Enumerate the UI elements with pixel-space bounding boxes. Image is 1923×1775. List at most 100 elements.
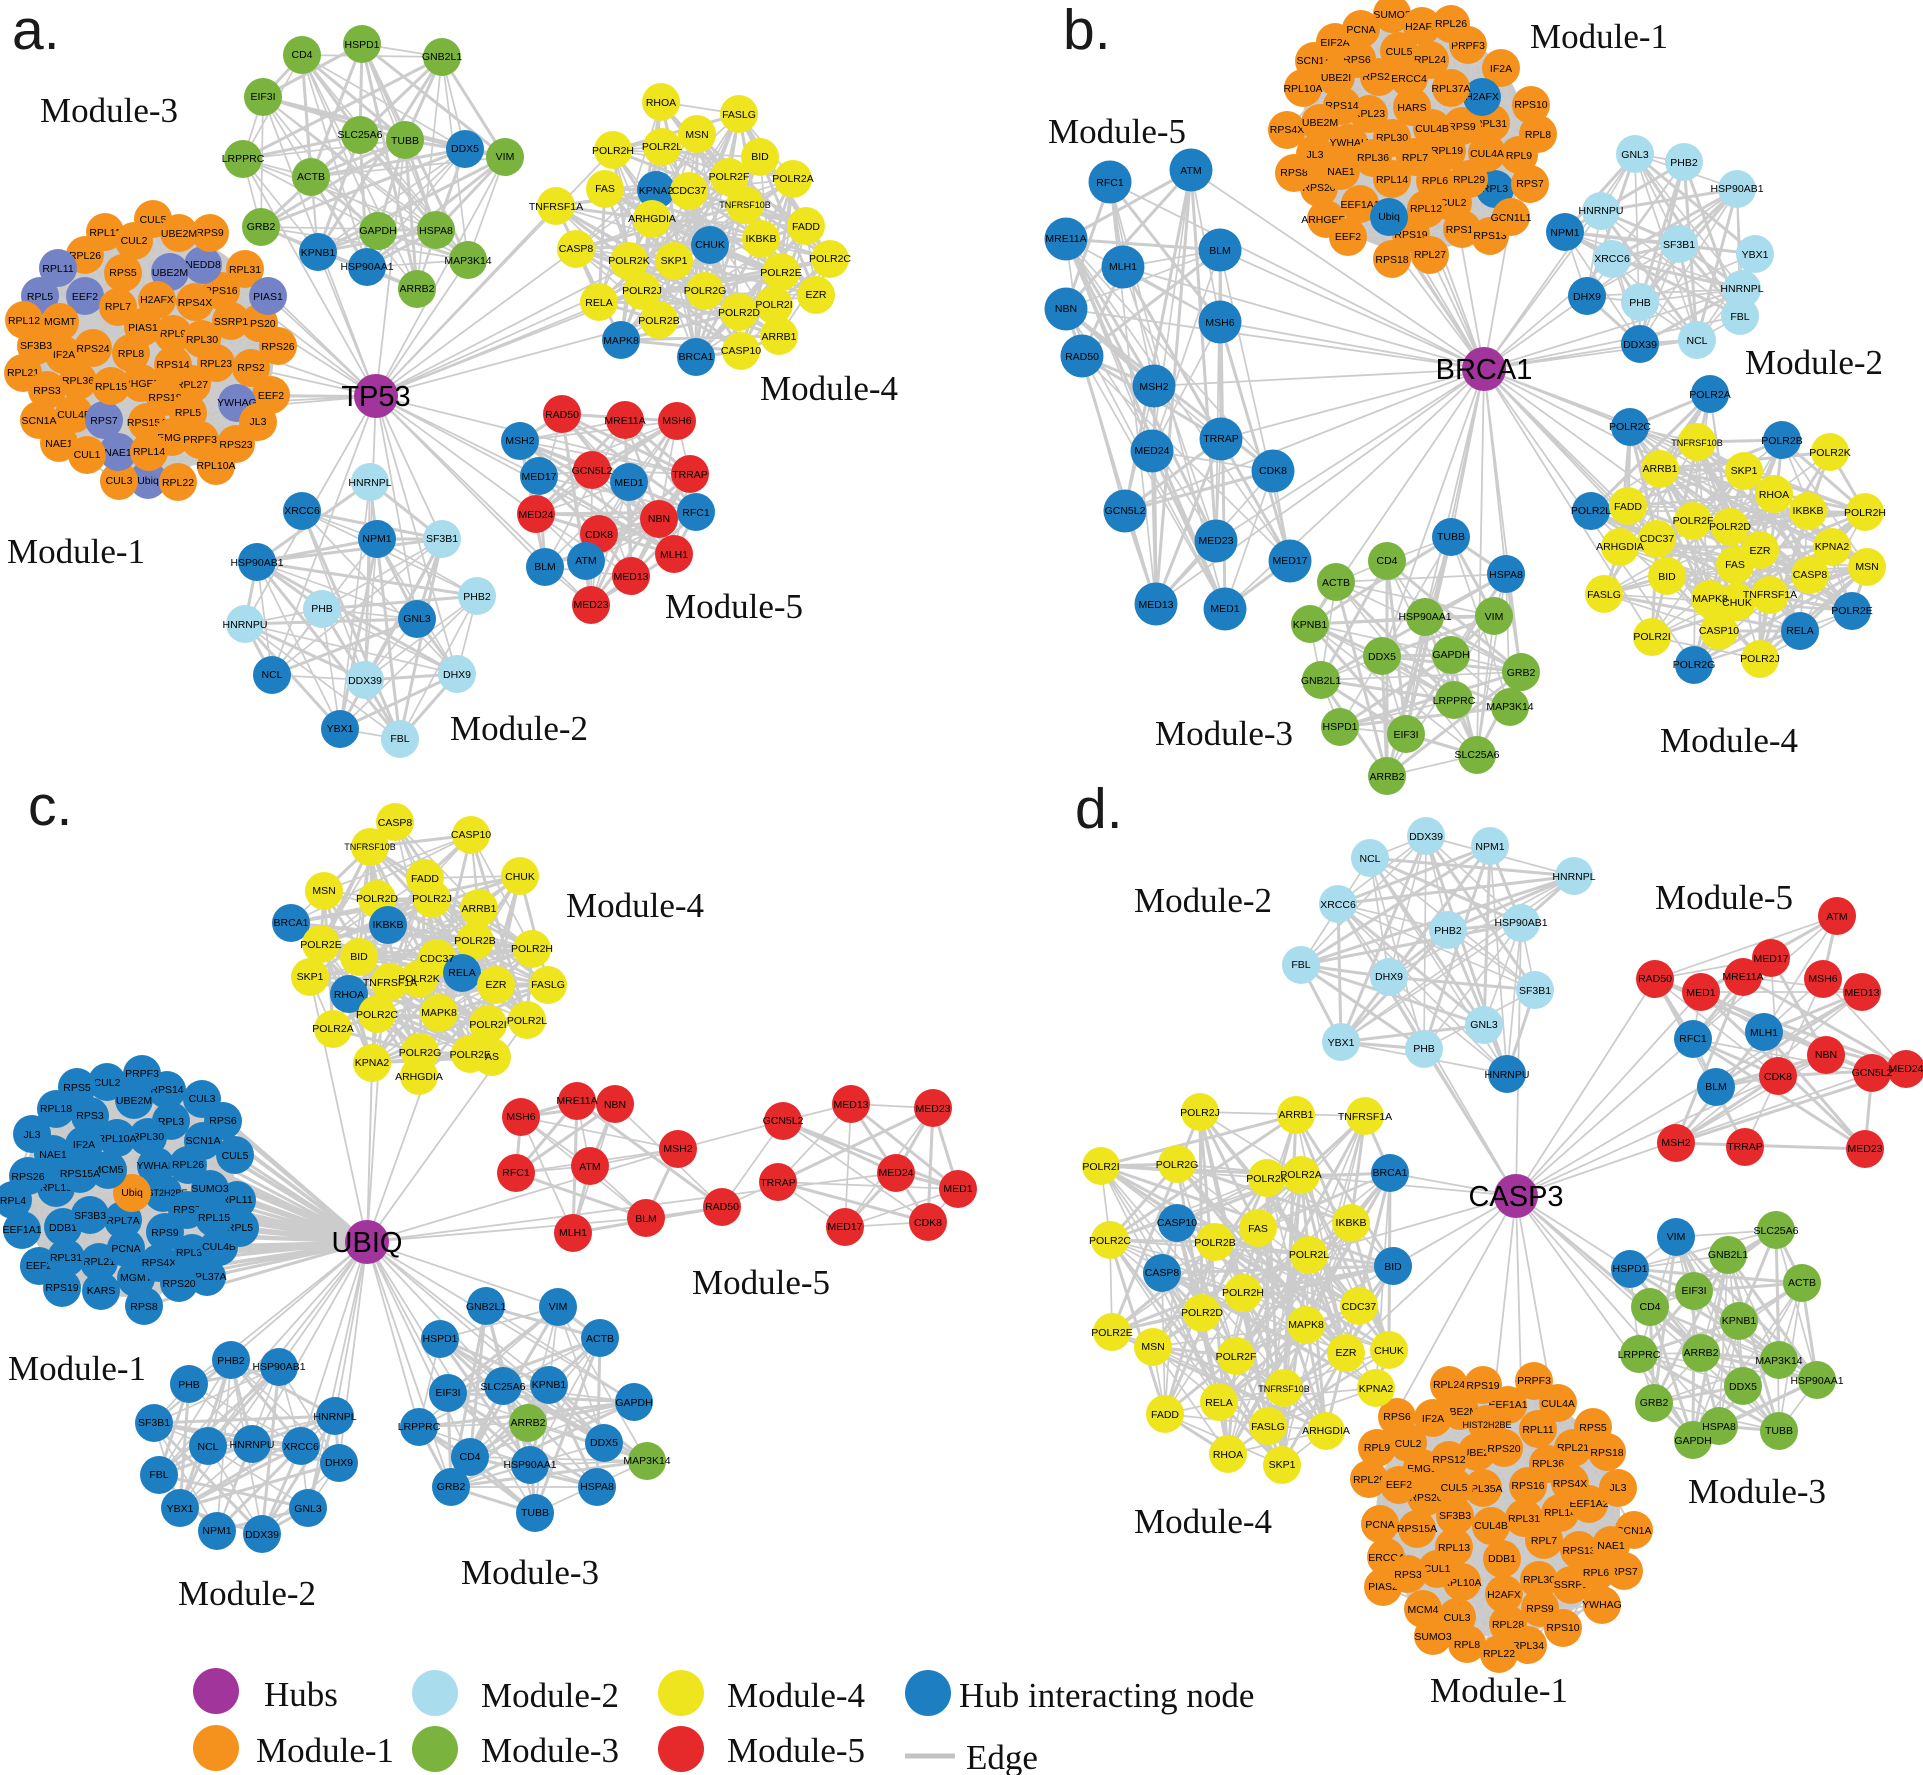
svg-text:RPL9: RPL9 bbox=[1364, 1442, 1390, 1454]
svg-text:MAP3K14: MAP3K14 bbox=[444, 255, 491, 267]
svg-text:RPL21: RPL21 bbox=[83, 1256, 115, 1268]
svg-text:POLR2F: POLR2F bbox=[450, 1049, 491, 1061]
svg-text:CUL2: CUL2 bbox=[94, 1077, 121, 1089]
svg-text:NBN: NBN bbox=[648, 513, 670, 525]
svg-text:YWHAH: YWHAH bbox=[136, 1160, 175, 1172]
svg-text:KARS: KARS bbox=[87, 1285, 116, 1297]
svg-text:CUL1: CUL1 bbox=[74, 449, 101, 461]
svg-text:SKP1: SKP1 bbox=[297, 971, 324, 983]
svg-text:UBE2I: UBE2I bbox=[1462, 1447, 1492, 1459]
svg-text:BID: BID bbox=[1384, 1261, 1402, 1273]
svg-text:NPM1: NPM1 bbox=[362, 533, 391, 545]
svg-text:NBN: NBN bbox=[604, 1099, 626, 1111]
svg-text:RPL30: RPL30 bbox=[1376, 132, 1408, 144]
svg-text:FBL: FBL bbox=[1291, 959, 1310, 971]
svg-text:RPS9: RPS9 bbox=[151, 1227, 179, 1239]
svg-text:MED1: MED1 bbox=[943, 1183, 972, 1195]
svg-text:MED23: MED23 bbox=[1847, 1143, 1882, 1155]
svg-text:NPM1: NPM1 bbox=[202, 1525, 231, 1537]
svg-text:TRRAP: TRRAP bbox=[1203, 433, 1239, 445]
svg-text:CASP10: CASP10 bbox=[721, 345, 761, 357]
svg-text:MCM5: MCM5 bbox=[93, 1164, 124, 1176]
svg-text:RPL6: RPL6 bbox=[1422, 175, 1448, 187]
svg-text:RFC1: RFC1 bbox=[682, 507, 710, 519]
svg-text:EEF2: EEF2 bbox=[72, 291, 98, 303]
svg-text:Hub interacting node: Hub interacting node bbox=[959, 1676, 1254, 1715]
svg-text:DDX5: DDX5 bbox=[451, 143, 479, 155]
svg-text:DHX9: DHX9 bbox=[325, 1457, 353, 1469]
svg-text:YBX1: YBX1 bbox=[167, 1503, 194, 1515]
svg-text:BID: BID bbox=[1658, 571, 1676, 583]
svg-text:RPL19: RPL19 bbox=[40, 1182, 72, 1194]
svg-text:RPS3: RPS3 bbox=[33, 385, 61, 397]
svg-text:RPS9: RPS9 bbox=[1448, 121, 1476, 133]
svg-text:IF2A: IF2A bbox=[53, 349, 75, 361]
svg-text:RPS9: RPS9 bbox=[196, 227, 224, 239]
svg-text:Edge: Edge bbox=[966, 1738, 1038, 1775]
svg-text:c.: c. bbox=[28, 774, 72, 838]
svg-text:POLR2E: POLR2E bbox=[760, 267, 801, 279]
svg-text:GCN5L2: GCN5L2 bbox=[1852, 1067, 1893, 1079]
svg-text:RHOA: RHOA bbox=[1759, 489, 1789, 501]
svg-text:RPS15A: RPS15A bbox=[1397, 1523, 1437, 1535]
svg-text:KPNA2: KPNA2 bbox=[355, 1057, 390, 1069]
svg-text:CDK8: CDK8 bbox=[585, 529, 613, 541]
svg-text:RPL31: RPL31 bbox=[1475, 118, 1507, 130]
svg-text:RPL22: RPL22 bbox=[1483, 1648, 1515, 1660]
svg-text:PCNA: PCNA bbox=[1346, 24, 1375, 36]
svg-text:NPM1: NPM1 bbox=[1550, 227, 1579, 239]
svg-text:SLC25A6: SLC25A6 bbox=[481, 1381, 526, 1393]
svg-text:MSH2: MSH2 bbox=[1661, 1137, 1690, 1149]
svg-text:SUMO3: SUMO3 bbox=[1414, 1631, 1452, 1643]
svg-text:HNRNPU: HNRNPU bbox=[1579, 205, 1624, 217]
svg-text:RPL9: RPL9 bbox=[1506, 150, 1532, 162]
svg-text:RHOA: RHOA bbox=[646, 97, 676, 109]
svg-text:ACTB: ACTB bbox=[1788, 1277, 1816, 1289]
svg-text:KPNB1: KPNB1 bbox=[301, 247, 336, 259]
svg-text:IKBKB: IKBKB bbox=[1336, 1217, 1367, 1229]
svg-text:RPS20: RPS20 bbox=[162, 1278, 195, 1290]
svg-text:ARRB2: ARRB2 bbox=[1683, 1347, 1718, 1359]
svg-text:RPS10: RPS10 bbox=[1514, 99, 1547, 111]
svg-text:MRE11A: MRE11A bbox=[604, 415, 645, 427]
svg-text:EIF3I: EIF3I bbox=[1681, 1285, 1706, 1297]
svg-text:POLR2H: POLR2H bbox=[511, 943, 553, 955]
svg-text:POLR2B: POLR2B bbox=[638, 315, 679, 327]
svg-text:RFC1: RFC1 bbox=[1679, 1033, 1707, 1045]
svg-text:RAD50: RAD50 bbox=[1638, 973, 1672, 985]
svg-text:Module-2: Module-2 bbox=[1134, 881, 1272, 920]
svg-text:ACTB: ACTB bbox=[1322, 577, 1350, 589]
svg-text:CD4: CD4 bbox=[1376, 555, 1397, 567]
svg-text:ARRB1: ARRB1 bbox=[461, 903, 496, 915]
svg-text:RPS12: RPS12 bbox=[1432, 1454, 1465, 1466]
svg-text:RPL5: RPL5 bbox=[27, 291, 53, 303]
svg-text:HSP90AA1: HSP90AA1 bbox=[340, 261, 393, 273]
svg-text:RPL7: RPL7 bbox=[1531, 1535, 1557, 1547]
svg-text:H2AFX: H2AFX bbox=[1405, 21, 1439, 33]
svg-text:Module-1: Module-1 bbox=[1430, 1671, 1568, 1710]
svg-text:CASP10: CASP10 bbox=[1157, 1217, 1197, 1229]
svg-text:KPNA2: KPNA2 bbox=[1815, 541, 1850, 553]
svg-text:MRE11A: MRE11A bbox=[1722, 971, 1763, 983]
svg-text:DDB1: DDB1 bbox=[1488, 1553, 1516, 1565]
svg-text:CASP10: CASP10 bbox=[451, 829, 491, 841]
svg-text:VIM: VIM bbox=[1667, 1231, 1686, 1243]
svg-text:PRPF3: PRPF3 bbox=[1517, 1375, 1551, 1387]
svg-text:POLR2H: POLR2H bbox=[1844, 507, 1886, 519]
svg-text:RPL30: RPL30 bbox=[132, 1131, 164, 1143]
svg-text:RPS4X: RPS4X bbox=[1553, 1478, 1587, 1490]
svg-text:RPL36: RPL36 bbox=[1357, 152, 1389, 164]
svg-text:CDK8: CDK8 bbox=[1259, 465, 1287, 477]
svg-text:POLR2I: POLR2I bbox=[755, 299, 792, 311]
svg-text:RPL35A: RPL35A bbox=[1463, 1483, 1502, 1495]
svg-text:PCNA: PCNA bbox=[1365, 1519, 1394, 1531]
svg-text:RPS19: RPS19 bbox=[1466, 1380, 1499, 1392]
svg-text:POLR2I: POLR2I bbox=[1082, 1161, 1119, 1173]
svg-text:RPL30: RPL30 bbox=[186, 334, 218, 346]
svg-text:DDX5: DDX5 bbox=[1729, 1381, 1757, 1393]
svg-text:ARRB1: ARRB1 bbox=[761, 331, 796, 343]
svg-text:POLR2A: POLR2A bbox=[312, 1023, 353, 1035]
svg-text:ATM: ATM bbox=[579, 1161, 600, 1173]
svg-text:EEF2: EEF2 bbox=[26, 1260, 52, 1272]
svg-text:PIAS1: PIAS1 bbox=[128, 322, 158, 334]
